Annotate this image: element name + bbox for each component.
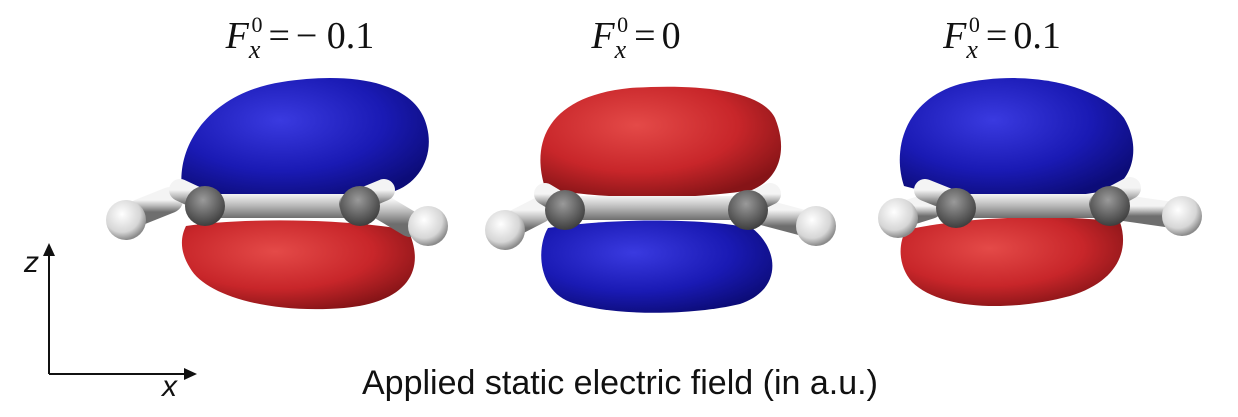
ethylene-molecule-pos (878, 177, 1202, 238)
panel-label-neg: Fx0 = − 0.1 (225, 12, 375, 64)
lower-lobe-zero (541, 220, 773, 313)
z-axis-label: z (24, 246, 39, 279)
z-axis-arrowhead (43, 243, 55, 256)
x-axis-label: x (162, 370, 177, 403)
lower-lobe-neg (181, 220, 415, 310)
x-axis-arrowhead (184, 368, 197, 380)
orbital-panel-zero (485, 86, 836, 313)
panel-label-zero: Fx0 = 0 (591, 12, 681, 64)
figure-caption: Applied static electric field (in a.u.) (362, 364, 878, 402)
lower-lobe-pos (900, 217, 1124, 307)
upper-lobe-pos (899, 78, 1134, 199)
orbital-panel-pos (878, 78, 1202, 307)
field-value-zero: 0 (661, 15, 681, 57)
upper-lobe-neg (181, 78, 429, 200)
field-value-pos: 0.1 (1013, 15, 1061, 57)
ethylene-molecule-zero (485, 183, 836, 250)
upper-lobe-zero (540, 86, 782, 198)
ethylene-molecule-neg (106, 179, 448, 246)
panel-label-pos: Fx0 = 0.1 (943, 12, 1061, 64)
axis-indicator (43, 243, 197, 380)
orbital-panel-neg (106, 78, 448, 310)
field-value-neg: − 0.1 (295, 15, 375, 57)
